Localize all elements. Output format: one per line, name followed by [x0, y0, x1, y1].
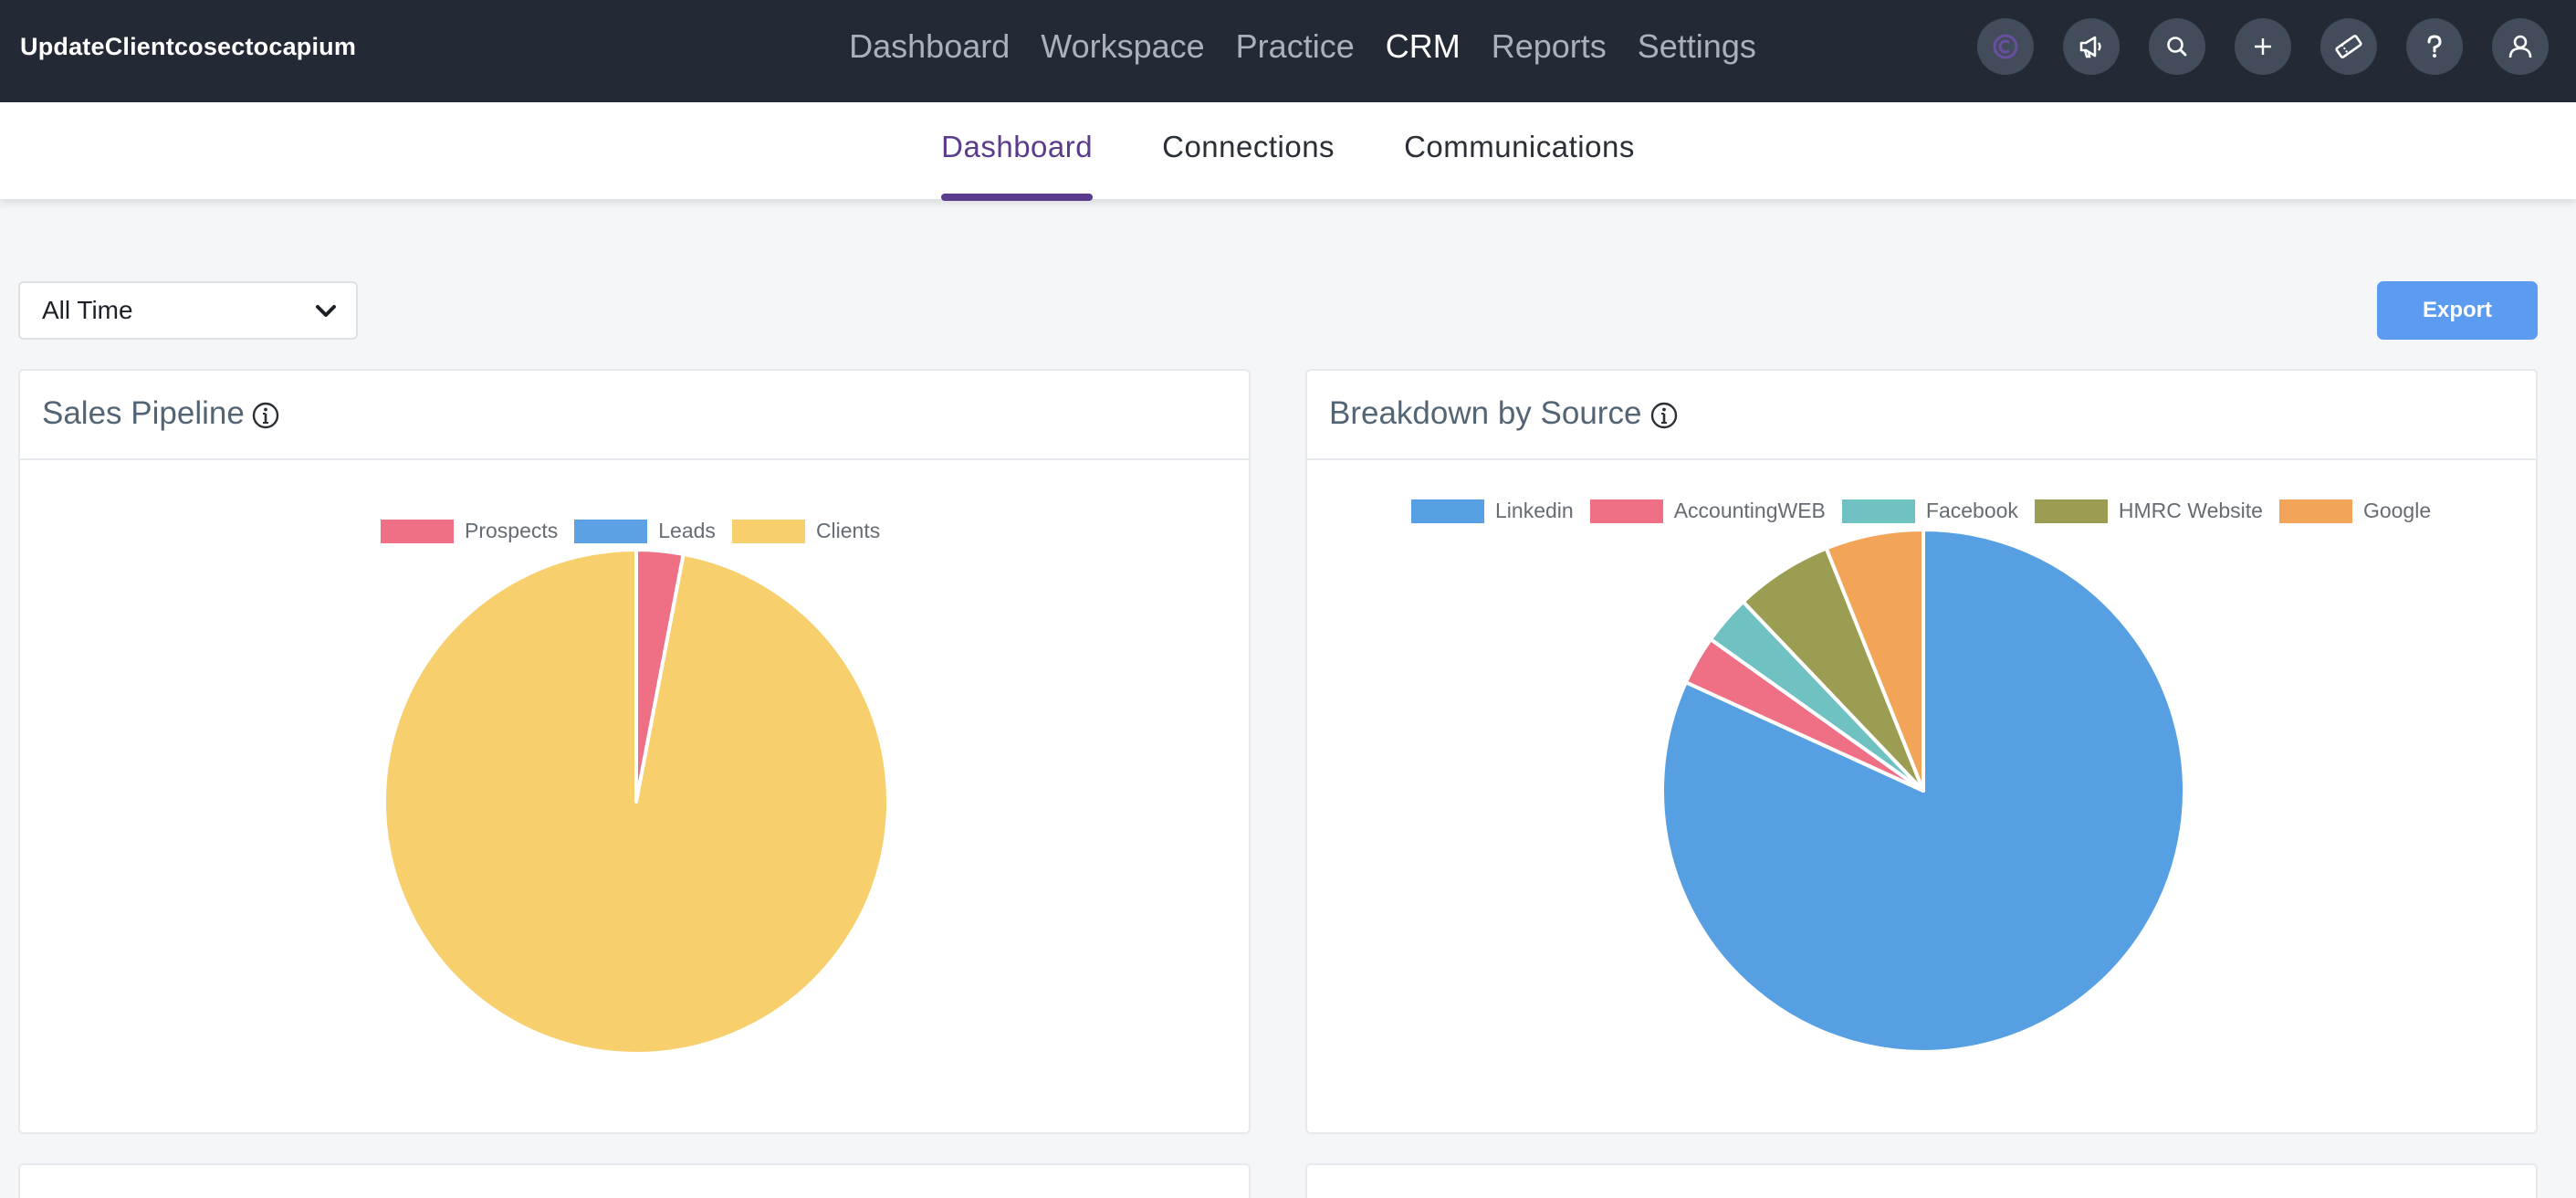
main-nav-reports[interactable]: Reports	[1491, 27, 1607, 65]
legend-swatch	[2278, 499, 2352, 523]
legend-item-hmrc-website[interactable]: HMRC Website	[2034, 499, 2263, 523]
help-icon[interactable]	[2406, 18, 2463, 75]
main-nav-practice[interactable]: Practice	[1235, 27, 1355, 65]
legend-label: HMRC Website	[2118, 499, 2263, 522]
info-icon[interactable]	[250, 400, 281, 431]
company-name[interactable]: UpdateClientcosectocapium	[20, 33, 357, 60]
legend-swatch	[1841, 499, 1915, 523]
chart-legend: Linkedin AccountingWEB Facebook HMRC Websit…	[1411, 499, 2431, 523]
ticket-icon[interactable]	[2320, 18, 2377, 75]
legend-item-linkedin[interactable]: Linkedin	[1411, 499, 1574, 523]
legend-swatch	[731, 519, 805, 543]
card-title: Breakdown by Source	[1329, 395, 1642, 431]
legend-label: Prospects	[465, 519, 559, 542]
pie-slice-google[interactable]	[1824, 528, 1925, 793]
sales-pipeline-pie-chart	[382, 548, 890, 1056]
legend-item-google[interactable]: Google	[2278, 499, 2432, 523]
top-navigation-bar: UpdateClientcosectocapium Dashboard Work…	[0, 0, 2576, 102]
user-icon[interactable]	[2492, 18, 2549, 75]
tab-connections[interactable]: Connections	[1162, 130, 1335, 163]
main-nav-crm[interactable]: CRM	[1385, 27, 1461, 65]
card-header: Sales Pipeline	[20, 371, 1249, 460]
tab-communications[interactable]: Communications	[1404, 130, 1635, 163]
lower-left-card	[18, 1163, 1251, 1198]
crm-sub-navigation: Dashboard Connections Communications	[0, 102, 2576, 201]
chart-legend: Prospects Leads Clients	[381, 519, 880, 543]
megaphone-icon[interactable]	[2063, 18, 2120, 75]
period-select[interactable]: All Time	[18, 281, 358, 340]
chevron-down-icon	[316, 305, 336, 317]
pie-slice-clients[interactable]	[382, 548, 890, 1056]
legend-label: AccountingWEB	[1673, 499, 1826, 522]
legend-item-facebook[interactable]: Facebook	[1841, 499, 2018, 523]
card-title: Sales Pipeline	[42, 395, 245, 431]
breakdown-by-source-card: Breakdown by Source Linkedin AccountingWE…	[1305, 369, 2538, 1134]
legend-label: Linkedin	[1495, 499, 1574, 522]
legend-label: Leads	[658, 519, 716, 542]
info-icon[interactable]	[1649, 400, 1680, 431]
export-button[interactable]: Export	[2377, 281, 2538, 340]
legend-item-clients[interactable]: Clients	[731, 519, 881, 543]
lower-right-card	[1305, 1163, 2538, 1198]
main-nav-settings[interactable]: Settings	[1637, 27, 1756, 65]
main-nav: Dashboard Workspace Practice CRM Reports…	[0, 0, 2576, 93]
capium-logo-icon[interactable]	[1977, 18, 2034, 75]
search-icon[interactable]	[2149, 18, 2205, 75]
legend-swatch	[1411, 499, 1484, 523]
legend-item-prospects[interactable]: Prospects	[381, 519, 558, 543]
plus-icon[interactable]	[2235, 18, 2291, 75]
main-nav-workspace[interactable]: Workspace	[1041, 27, 1205, 65]
main-nav-dashboard[interactable]: Dashboard	[849, 27, 1011, 65]
legend-swatch	[574, 519, 648, 543]
legend-label: Clients	[815, 519, 881, 542]
sales-pipeline-card: Sales Pipeline Prospects Leads Clients	[18, 369, 1251, 1134]
legend-swatch	[2034, 499, 2108, 523]
card-header: Breakdown by Source	[1307, 371, 2536, 460]
legend-item-leads[interactable]: Leads	[574, 519, 716, 543]
legend-swatch	[1589, 499, 1663, 523]
legend-label: Facebook	[1925, 499, 2018, 522]
breakdown-by-source-pie-chart	[1660, 528, 2186, 1054]
legend-label: Google	[2362, 499, 2432, 522]
header-actions	[1977, 18, 2549, 75]
legend-swatch	[381, 519, 454, 543]
tab-dashboard[interactable]: Dashboard	[941, 102, 1094, 201]
period-select-value: All Time	[42, 296, 133, 324]
legend-item-accountingweb[interactable]: AccountingWEB	[1589, 499, 1826, 523]
